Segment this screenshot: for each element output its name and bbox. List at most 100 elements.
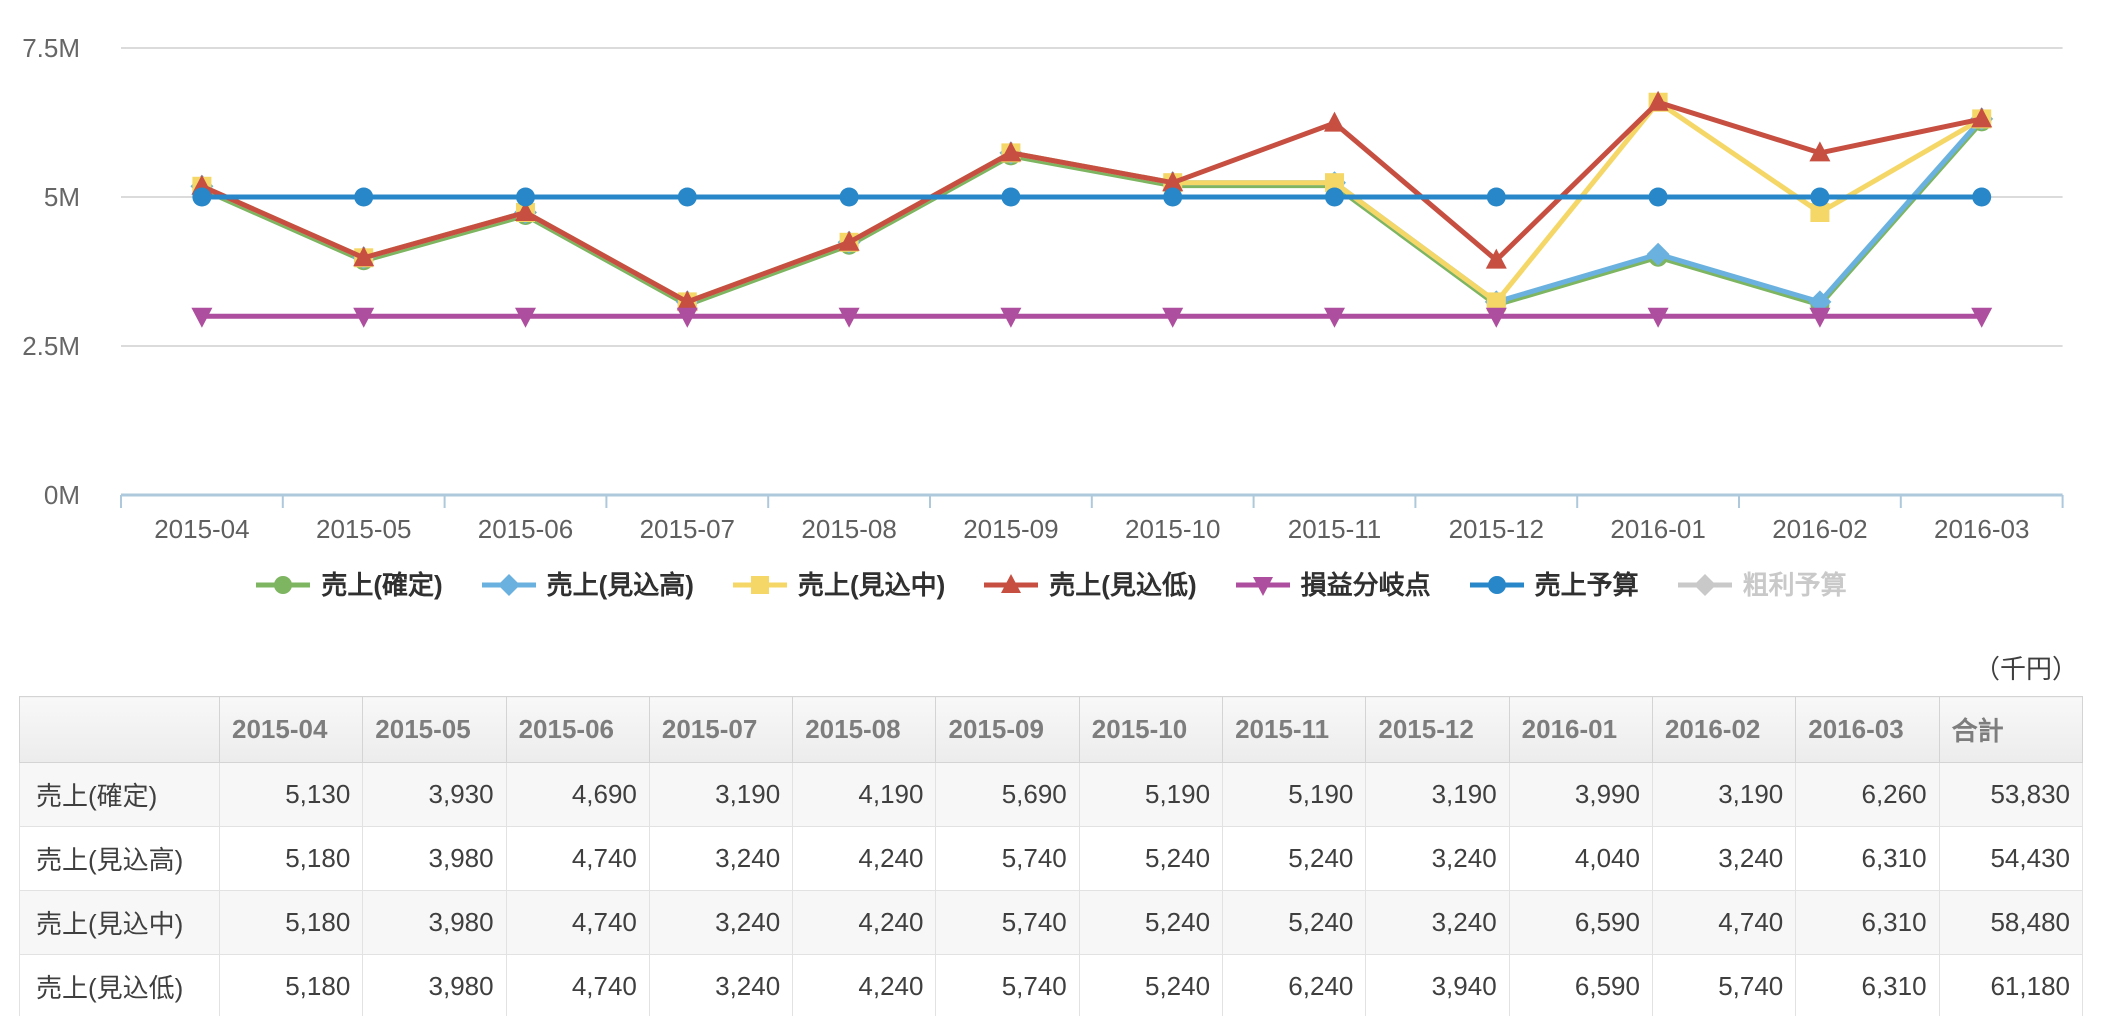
value-cell: 3,980: [362, 826, 507, 891]
value-cell: 5,180: [218, 826, 364, 891]
series-4: [191, 307, 1993, 328]
value-cell: 3,190: [1651, 762, 1797, 827]
value-cell: 4,190: [792, 762, 937, 827]
line-chart-canvas: 0M 2.5M 5M 7.5M 2015-04 2015-05 2015-06 2015-07…: [22, 33, 2064, 544]
row-label: 売上(見込高): [19, 826, 220, 891]
value-cell: 6,240: [1222, 954, 1367, 1016]
y-tick-label: 2.5M: [22, 331, 80, 361]
series-2: [192, 92, 1992, 312]
x-tick-label: 2015-10: [1125, 514, 1220, 544]
value-cell: 6,590: [1508, 890, 1653, 955]
triangle-up-legend-marker-icon: [984, 574, 1039, 593]
legend-item-2[interactable]: 売上(見込中): [732, 572, 945, 598]
value-cell: 5,190: [1078, 762, 1224, 827]
value-cell: 3,930: [362, 762, 507, 827]
row-label: 売上(見込中): [19, 890, 220, 955]
value-cell: 5,690: [935, 762, 1080, 827]
value-cell: 3,990: [1508, 762, 1653, 827]
x-tick-label: 2015-06: [478, 514, 573, 544]
value-cell: 4,240: [792, 890, 937, 955]
x-tick-label: 2015-09: [963, 514, 1058, 544]
series-3: [191, 90, 1993, 311]
row-label: 売上(確定): [19, 762, 220, 827]
value-cell: 5,240: [1222, 890, 1367, 955]
chart-legend: 売上(確定) 売上(見込高) 売上(見込中) 売上(見込低) 損益分岐点 売上予算 粗利予算: [0, 565, 2102, 605]
value-cell: 5,240: [1078, 826, 1224, 891]
square-legend-marker-icon: [732, 576, 787, 594]
sales-line-chart: 0M 2.5M 5M 7.5M 2015-04 2015-05 2015-06 2015-07…: [0, 8, 2102, 553]
value-cell: 6,260: [1795, 762, 1940, 827]
legend-item-5[interactable]: 売上予算: [1469, 572, 1639, 598]
value-cell: 3,980: [362, 890, 507, 955]
value-cell: 5,740: [1651, 954, 1797, 1016]
diamond-legend-marker-icon: [481, 574, 536, 596]
value-cell: 6,590: [1508, 954, 1653, 1016]
y-tick-label: 0M: [44, 480, 80, 510]
x-axis: [120, 493, 2064, 508]
column-header: 2015-11: [1222, 696, 1367, 763]
value-cell: 3,240: [1651, 826, 1797, 891]
value-cell: 53,830: [1938, 762, 2084, 827]
value-cell: 5,180: [218, 890, 364, 955]
column-header: 2015-12: [1365, 696, 1510, 763]
column-header: 2016-03: [1795, 696, 1940, 763]
legend-label: 売上(見込中): [797, 570, 946, 600]
value-cell: 3,240: [1365, 826, 1510, 891]
value-cell: 5,740: [935, 826, 1080, 891]
x-tick-label: 2015-08: [801, 514, 896, 544]
value-cell: 3,190: [1365, 762, 1510, 827]
legend-label: 損益分岐点: [1300, 570, 1431, 600]
column-header: [19, 696, 220, 763]
table-row: 売上(確定) 5,130 3,930 4,690 3,190 4,190 5,690 5,19…: [19, 762, 2084, 827]
table-row: 売上(見込中) 5,180 3,980 4,740 3,240 4,240 5,740 5,2…: [19, 890, 2084, 955]
value-cell: 61,180: [1938, 954, 2084, 1016]
x-tick-label: 2015-07: [640, 514, 735, 544]
value-cell: 54,430: [1938, 826, 2084, 891]
x-tick-label: 2015-04: [154, 514, 249, 544]
value-cell: 4,040: [1508, 826, 1653, 891]
y-tick-label: 7.5M: [22, 33, 80, 63]
x-tick-label: 2016-02: [1772, 514, 1867, 544]
column-header: 2016-01: [1508, 696, 1653, 763]
value-cell: 3,240: [648, 826, 794, 891]
legend-item-0[interactable]: 売上(確定): [255, 572, 443, 598]
value-cell: 6,310: [1795, 954, 1940, 1016]
legend-label: 粗利予算: [1742, 570, 1847, 600]
legend-label: 売上(見込低): [1049, 570, 1197, 600]
y-tick-label: 5M: [44, 182, 80, 212]
value-cell: 4,240: [792, 954, 937, 1016]
value-cell: 58,480: [1938, 890, 2084, 955]
legend-item-1[interactable]: 売上(見込高): [481, 572, 694, 598]
value-cell: 3,980: [362, 954, 507, 1016]
value-cell: 5,240: [1078, 954, 1224, 1016]
circle-legend-marker-icon: [1469, 576, 1524, 594]
table-row: 売上(見込高) 5,180 3,980 4,740 3,240 4,240 5,740 5,2…: [19, 826, 2084, 891]
series-1: [190, 107, 1994, 314]
value-cell: 6,310: [1795, 826, 1940, 891]
column-header: 2015-05: [362, 696, 507, 763]
x-tick-label: 2016-03: [1934, 514, 2029, 544]
legend-item-6[interactable]: 粗利予算: [1677, 572, 1847, 598]
value-cell: 4,740: [505, 826, 650, 891]
row-label: 売上(見込低): [19, 954, 220, 1016]
value-cell: 5,190: [1222, 762, 1367, 827]
value-cell: 3,240: [648, 890, 794, 955]
legend-item-3[interactable]: 売上(見込低): [983, 570, 1197, 600]
legend-item-4[interactable]: 損益分岐点: [1235, 572, 1431, 598]
diamond-legend-marker-icon: [1677, 574, 1732, 596]
column-header: 合計: [1938, 696, 2084, 763]
value-cell: 3,240: [1365, 890, 1510, 955]
x-tick-label: 2015-11: [1288, 514, 1382, 544]
value-cell: 4,740: [505, 954, 650, 1016]
value-cell: 4,240: [792, 826, 937, 891]
value-cell: 4,740: [505, 890, 650, 955]
triangle-down-legend-marker-icon: [1235, 577, 1290, 596]
value-cell: 5,740: [935, 890, 1080, 955]
column-header: 2015-06: [505, 696, 650, 763]
x-tick-label: 2015-12: [1449, 514, 1544, 544]
value-cell: 5,180: [218, 954, 364, 1016]
value-cell: 3,240: [648, 954, 794, 1016]
column-header: 2015-08: [792, 696, 937, 763]
value-cell: 5,240: [1222, 826, 1367, 891]
